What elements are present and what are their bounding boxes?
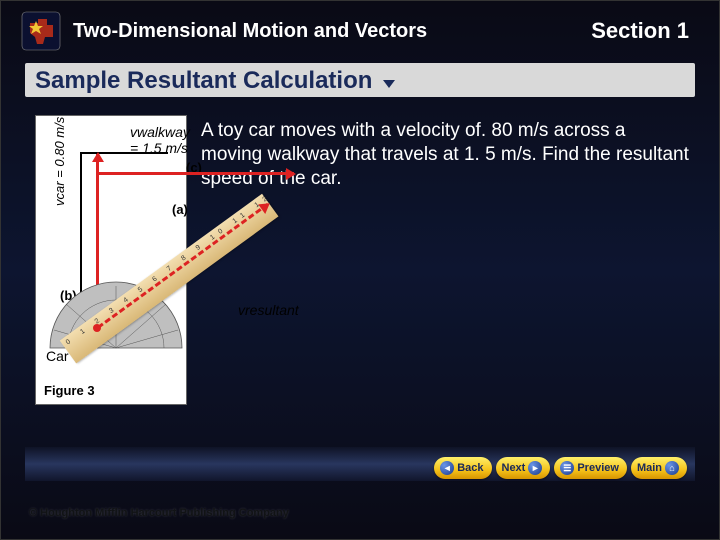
back-arrow-icon: ◄	[440, 461, 454, 475]
label-a: (a)	[172, 202, 188, 217]
label-car: Car	[46, 348, 69, 364]
slide-header: Two-Dimensional Motion and Vectors Secti…	[1, 1, 719, 59]
label-vresultant: vresultant	[238, 302, 299, 318]
eq-car: vcar = 0.80 m/s	[52, 117, 67, 206]
next-label: Next	[502, 462, 526, 474]
body-column: A toy car moves with a velocity of. 80 m…	[201, 115, 689, 405]
main-label: Main	[637, 462, 662, 474]
next-arrow-icon: ►	[528, 461, 542, 475]
slide-container: Two-Dimensional Motion and Vectors Secti…	[0, 0, 720, 540]
preview-button[interactable]: ☰ Preview	[554, 457, 627, 479]
origin-point	[93, 324, 101, 332]
nav-bar: ◄ Back Next ► ☰ Preview Main ⌂	[434, 457, 687, 479]
problem-text: A toy car moves with a velocity of. 80 m…	[201, 115, 689, 190]
content-row: vwalkway = 1.5 m/s vcar = 0.80 m/s (c) (…	[35, 115, 689, 405]
back-label: Back	[457, 462, 483, 474]
vector-horizontal	[96, 172, 294, 175]
next-button[interactable]: Next ►	[496, 457, 551, 479]
chapter-title: Two-Dimensional Motion and Vectors	[73, 20, 579, 43]
back-button[interactable]: ◄ Back	[434, 457, 491, 479]
preview-eye-icon: ☰	[560, 461, 574, 475]
figure-caption: Figure 3	[44, 383, 95, 398]
vector-diagram: vwalkway = 1.5 m/s vcar = 0.80 m/s (c) (…	[35, 115, 187, 405]
expand-caret-icon	[383, 80, 395, 88]
preview-label: Preview	[577, 462, 619, 474]
slide-title: Sample Resultant Calculation	[35, 67, 372, 94]
main-home-icon: ⌂	[665, 461, 679, 475]
texas-star-icon	[21, 11, 61, 51]
copyright-text: © Houghton Mifflin Harcourt Publishing C…	[29, 507, 289, 519]
main-button[interactable]: Main ⌂	[631, 457, 687, 479]
section-label: Section 1	[591, 18, 689, 44]
slide-title-bar: Sample Resultant Calculation	[25, 63, 695, 97]
